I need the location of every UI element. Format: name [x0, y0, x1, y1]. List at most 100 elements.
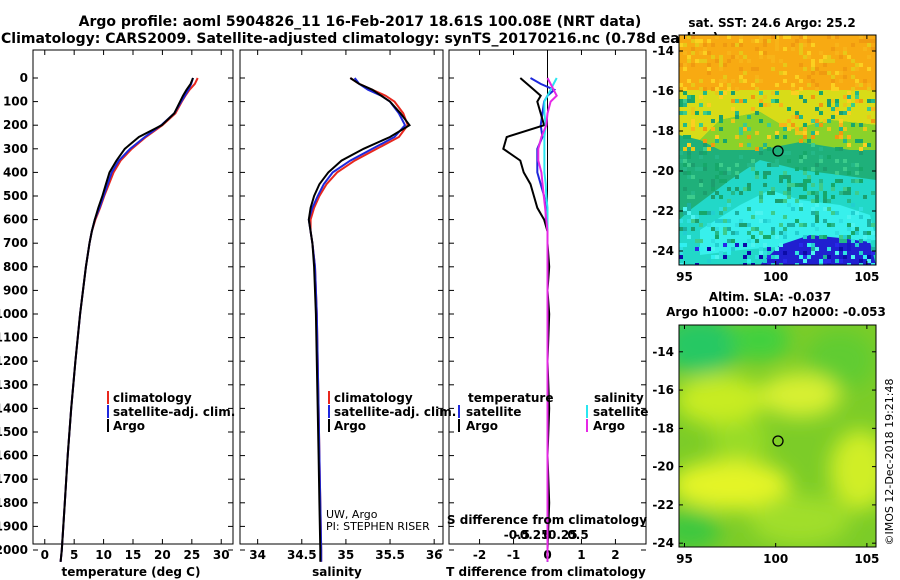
sst-pixel: [767, 171, 771, 175]
sst-pixel: [767, 147, 771, 151]
sst-pixel: [699, 183, 703, 187]
imos-stamp: ©IMOS 12-Dec-2018 19:21:48: [883, 379, 896, 546]
sst-pixel: [843, 67, 847, 71]
sst-pixel: [739, 43, 743, 47]
sla-map: [679, 325, 876, 547]
sst-pixel: [759, 191, 763, 195]
sst-pixel: [727, 51, 731, 55]
sst-pixel: [755, 147, 759, 151]
sst-pixel: [691, 83, 695, 87]
sst-pixel: [703, 147, 707, 151]
sst-pixel: [803, 195, 807, 199]
sst-pixel: [731, 239, 735, 243]
sst-pixel: [811, 247, 815, 251]
sst-pixel: [839, 123, 843, 127]
sst-pixel: [839, 179, 843, 183]
sst-pixel: [831, 79, 835, 83]
sst-pixel: [807, 39, 811, 43]
sst-pixel: [783, 123, 787, 127]
sst-pixel: [835, 51, 839, 55]
sst-pixel: [855, 67, 859, 71]
sst-pixel: [731, 119, 735, 123]
map-x-tick-label: 105: [854, 552, 879, 566]
sst-pixel: [771, 35, 775, 39]
sst-pixel: [783, 199, 787, 203]
depth-tick-label: 800: [3, 260, 28, 274]
sst-pixel: [831, 59, 835, 63]
sst-pixel: [739, 219, 743, 223]
salinity-line-argo: [307, 77, 411, 562]
sst-pixel: [699, 167, 703, 171]
sst-pixel: [855, 163, 859, 167]
sst-pixel: [851, 211, 855, 215]
sst-pixel: [691, 163, 695, 167]
sst-pixel: [723, 227, 727, 231]
sst-pixel: [815, 227, 819, 231]
sst-pixel: [711, 211, 715, 215]
sst-pixel: [799, 43, 803, 47]
sst-pixel: [687, 99, 691, 103]
sst-pixel: [835, 107, 839, 111]
sst-pixel: [775, 39, 779, 43]
sst-pixel: [755, 239, 759, 243]
sst-pixel: [839, 111, 843, 115]
sst-pixel: [819, 91, 823, 95]
sst-pixel: [699, 211, 703, 215]
sst-pixel: [779, 175, 783, 179]
map-y-tick-label: -22: [652, 204, 674, 218]
sst-pixel: [711, 55, 715, 59]
sst-pixel: [747, 251, 751, 255]
sst-pixel: [803, 123, 807, 127]
legend-climatology-label: climatology: [113, 391, 192, 405]
sst-pixel: [871, 263, 875, 265]
sst-pixel: [855, 179, 859, 183]
sst-pixel: [823, 235, 827, 239]
sst-pixel: [863, 235, 867, 239]
sst-pixel: [831, 223, 835, 227]
sst-pixel: [747, 231, 751, 235]
sst-pixel: [687, 155, 691, 159]
sst-pixel: [771, 211, 775, 215]
sst-pixel: [735, 231, 739, 235]
sst-pixel: [759, 151, 763, 155]
depth-tick-label: 1800: [0, 496, 28, 510]
sst-pixel: [763, 51, 767, 55]
sst-pixel: [683, 43, 687, 47]
sst-pixel: [707, 147, 711, 151]
sst-pixel: [715, 163, 719, 167]
sst-pixel: [843, 95, 847, 99]
sla-blobs: [679, 325, 876, 547]
sst-pixel: [775, 83, 779, 87]
sst-pixel: [851, 87, 855, 91]
sst-pixel: [803, 235, 807, 239]
sla-blob: [830, 430, 876, 510]
sst-pixel: [767, 103, 771, 107]
sst-pixel: [755, 79, 759, 83]
sst-pixel: [683, 67, 687, 71]
sst-pixel: [835, 43, 839, 47]
sst-pixel: [843, 255, 847, 259]
sst-pixel: [787, 119, 791, 123]
sst-pixel: [815, 107, 819, 111]
sst-pixel: [755, 227, 759, 231]
s-tick-label: 0.25: [548, 528, 578, 542]
sst-pixel: [759, 35, 763, 39]
sst-pixel: [827, 55, 831, 59]
sst-pixel: [807, 139, 811, 143]
sst-pixel: [747, 135, 751, 139]
sst-pixel: [719, 59, 723, 63]
sst-pixel: [779, 199, 783, 203]
sst-pixel: [855, 91, 859, 95]
temperature-line-argo: [59, 77, 194, 562]
sst-pixel: [803, 259, 807, 263]
sst-pixel: [683, 231, 687, 235]
sst-pixel: [795, 131, 799, 135]
sst-pixel: [719, 95, 723, 99]
sst-pixel: [683, 135, 687, 139]
sst-pixel: [731, 79, 735, 83]
sst-pixel: [847, 191, 851, 195]
sst-pixel: [727, 187, 731, 191]
sst-pixel: [775, 255, 779, 259]
sla-blob: [679, 325, 740, 375]
depth-tick-label: 400: [3, 165, 28, 179]
